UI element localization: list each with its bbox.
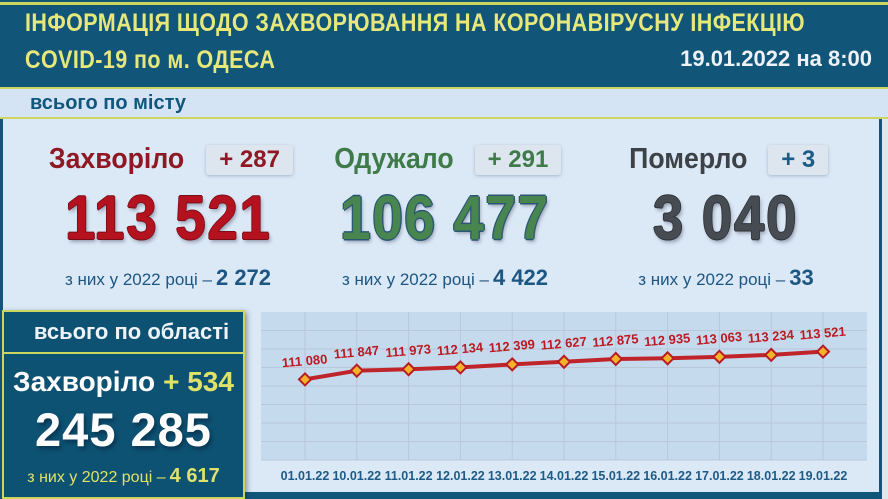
stat-recovered-header: Одужало + 291	[295, 143, 595, 176]
stat-deceased-label: Померло	[628, 143, 748, 175]
svg-text:13.01.22: 13.01.22	[488, 469, 537, 483]
svg-text:112 875: 112 875	[592, 331, 639, 350]
oblast-infected-note: з них у 2022 році –4 617	[27, 465, 220, 487]
svg-text:19.01.22: 19.01.22	[799, 469, 848, 483]
svg-text:16.01.22: 16.01.22	[643, 469, 692, 483]
stat-recovered-label: Одужало	[333, 143, 454, 175]
oblast-infected-row: Захворіло + 534	[4, 366, 243, 398]
stat-infected-label: Захворіло	[48, 143, 185, 175]
city-section-band: всього по місту	[0, 87, 888, 119]
svg-text:112 627: 112 627	[540, 334, 587, 353]
page-title: ІНФОРМАЦІЯ ЩОДО ЗАХВОРЮВАННЯ НА КОРОНАВІ…	[25, 9, 888, 38]
svg-text:112 935: 112 935	[644, 330, 691, 349]
stat-infected-delta-badge: + 287	[206, 144, 293, 175]
stat-infected: Захворіло + 287 113 521 з них у 2022 роц…	[18, 143, 318, 291]
svg-text:18.01.22: 18.01.22	[747, 469, 796, 483]
stat-recovered: Одужало + 291 106 477 з них у 2022 році …	[295, 143, 595, 291]
stat-recovered-note: з них у 2022 році –4 422	[341, 265, 549, 290]
svg-text:17.01.22: 17.01.22	[695, 469, 744, 483]
svg-text:111 847: 111 847	[333, 343, 380, 362]
stat-deceased-header: Померло + 3	[581, 143, 871, 176]
stat-deceased-note: з них у 2022 році –33	[638, 265, 814, 290]
trend-chart: 111 080 01.01.22 111 847 10.01.22 111 973 11.…	[259, 310, 869, 490]
svg-text:10.01.22: 10.01.22	[332, 469, 381, 483]
stat-recovered-value: 106 477	[340, 184, 550, 253]
svg-text:113 234: 113 234	[747, 327, 795, 346]
oblast-panel: всього по області Захворіло + 534 245 285…	[2, 310, 245, 499]
svg-text:15.01.22: 15.01.22	[591, 469, 640, 483]
stat-deceased-value: 3 040	[653, 184, 799, 253]
stat-deceased-delta-badge: + 3	[768, 144, 829, 175]
oblast-infected-value: 245 285	[35, 403, 212, 456]
report-datetime: 19.01.2022 на 8:00	[680, 46, 872, 71]
oblast-section-label: всього по області	[33, 319, 230, 344]
oblast-infected-delta: + 534	[163, 366, 234, 397]
svg-text:112 134: 112 134	[436, 339, 484, 358]
svg-text:113 521: 113 521	[799, 324, 846, 343]
oblast-infected-label: Захворіло	[13, 366, 156, 397]
svg-text:112 399: 112 399	[488, 336, 535, 355]
right-edge-strip	[882, 119, 888, 499]
svg-text:11.01.22: 11.01.22	[385, 469, 433, 483]
stat-infected-value: 113 521	[64, 184, 272, 253]
svg-text:12.01.22: 12.01.22	[436, 469, 485, 483]
stat-infected-note: з них у 2022 році –2 272	[64, 265, 272, 290]
stat-infected-header: Захворіло + 287	[18, 143, 318, 176]
page-subtitle: COVID-19 по м. ОДЕСА	[25, 46, 316, 75]
svg-text:111 080: 111 080	[281, 351, 328, 370]
svg-text:01.01.22: 01.01.22	[281, 469, 330, 483]
svg-text:14.01.22: 14.01.22	[540, 469, 589, 483]
stat-deceased: Померло + 3 3 040 з них у 2022 році –33	[581, 143, 871, 291]
page-title-text: ІНФОРМАЦІЯ ЩОДО ЗАХВОРЮВАННЯ НА КОРОНАВІ…	[25, 9, 805, 37]
svg-text:113 063: 113 063	[695, 329, 742, 348]
city-section-label: всього по місту	[30, 91, 187, 114]
header-row: COVID-19 по м. ОДЕСА 19.01.2022 на 8:00	[25, 46, 872, 75]
svg-text:111 973: 111 973	[385, 341, 432, 360]
page-subtitle-text: COVID-19 по м. ОДЕСА	[25, 46, 276, 74]
oblast-section-band: всього по області	[4, 312, 243, 354]
stat-recovered-delta-badge: + 291	[474, 144, 562, 175]
top-accent-line	[0, 2, 888, 5]
